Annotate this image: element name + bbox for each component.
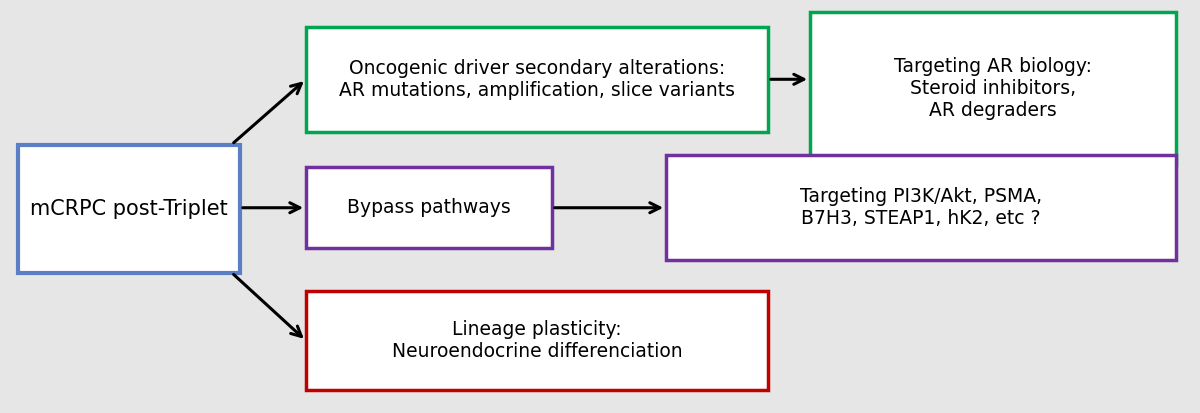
Text: mCRPC post-Triplet: mCRPC post-Triplet [30, 199, 228, 218]
FancyBboxPatch shape [18, 145, 240, 273]
FancyBboxPatch shape [306, 291, 768, 390]
Text: Bypass pathways: Bypass pathways [347, 198, 511, 217]
FancyBboxPatch shape [666, 155, 1176, 260]
Text: Lineage plasticity:
Neuroendocrine differenciation: Lineage plasticity: Neuroendocrine diffe… [391, 320, 683, 361]
FancyBboxPatch shape [306, 167, 552, 248]
Text: Targeting AR biology:
Steroid inhibitors,
AR degraders: Targeting AR biology: Steroid inhibitors… [894, 57, 1092, 120]
Text: Targeting PI3K/Akt, PSMA,
B7H3, STEAP1, hK2, etc ?: Targeting PI3K/Akt, PSMA, B7H3, STEAP1, … [800, 187, 1042, 228]
Text: Oncogenic driver secondary alterations:
AR mutations, amplification, slice varia: Oncogenic driver secondary alterations: … [340, 59, 734, 100]
FancyBboxPatch shape [306, 27, 768, 132]
FancyBboxPatch shape [810, 12, 1176, 165]
